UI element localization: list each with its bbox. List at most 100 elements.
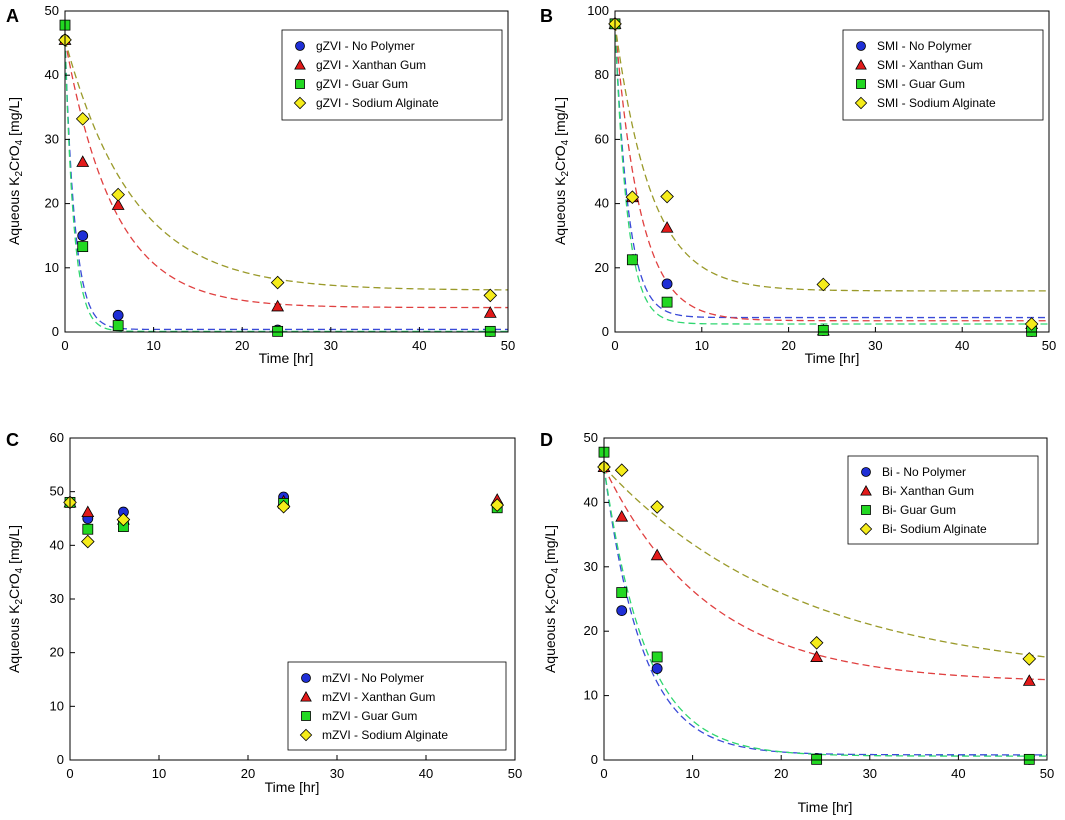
data-point-xanthan bbox=[111, 198, 125, 210]
legend-marker-no-polymer bbox=[301, 673, 311, 683]
x-tick-label: 50 bbox=[508, 766, 522, 781]
data-point-xanthan bbox=[76, 155, 90, 167]
x-tick-label: 20 bbox=[774, 766, 788, 781]
legend-marker-alginate bbox=[854, 96, 868, 110]
ylabel-subscript-4: 4 bbox=[14, 567, 25, 573]
legend-marker-alginate bbox=[293, 96, 307, 110]
y-tick-label: 60 bbox=[595, 131, 609, 146]
panel-b-plot-frame bbox=[614, 10, 1050, 333]
panel-d-letter: D bbox=[540, 430, 553, 450]
y-tick-label: 10 bbox=[50, 698, 64, 713]
x-tick-label: 0 bbox=[611, 338, 618, 353]
panel-b-y-axis-title: Aqueous K2CrO4 [mg/L] bbox=[552, 97, 571, 245]
data-point-guar bbox=[661, 296, 673, 308]
panel-c-x-axis-title: Time [hr] bbox=[265, 779, 320, 795]
fit-line-guar bbox=[64, 39, 508, 333]
legend-entry: gZVI - Xanthan Gum bbox=[316, 58, 426, 72]
legend-entry: SMI - Xanthan Gum bbox=[877, 58, 983, 72]
y-tick-label: 100 bbox=[587, 3, 609, 18]
ylabel-prefix: Aqueous K bbox=[552, 176, 568, 245]
legend-entry: SMI - Guar Gum bbox=[877, 77, 965, 91]
y-tick-label: 20 bbox=[45, 196, 59, 211]
y-tick-label: 50 bbox=[584, 430, 598, 445]
x-tick-label: 0 bbox=[66, 766, 73, 781]
panel-b: B 0 10 20 30 40 50 0 20 40 60 80 100 Time [hr] Aqu… bbox=[540, 3, 1056, 366]
panel-b-letter: B bbox=[540, 6, 553, 26]
x-tick-label: 10 bbox=[695, 338, 709, 353]
fit-line-alginate bbox=[603, 466, 1048, 658]
data-point-guar bbox=[651, 651, 663, 663]
ylabel-suffix: [mg/L] bbox=[542, 525, 558, 568]
legend-marker-no-polymer bbox=[861, 467, 871, 477]
legend-entry: Bi- Sodium Alginate bbox=[882, 522, 987, 536]
legend-marker-guar bbox=[301, 711, 311, 721]
x-tick-label: 30 bbox=[330, 766, 344, 781]
fit-line-xanthan bbox=[64, 39, 508, 309]
panel-d-y-axis-title: Aqueous K2CrO4 [mg/L] bbox=[542, 525, 561, 673]
panel-a-legend: gZVI - No Polymer gZVI - Xanthan Gum gZVI … bbox=[281, 29, 503, 121]
data-point-xanthan bbox=[650, 548, 664, 561]
legend-box bbox=[842, 29, 1044, 121]
legend-entry: mZVI - Sodium Alginate bbox=[322, 728, 448, 742]
data-point-alginate bbox=[660, 189, 674, 204]
y-tick-label: 0 bbox=[57, 752, 64, 767]
fit-line-no-polymer bbox=[614, 23, 1049, 319]
ylabel-subscript-4: 4 bbox=[560, 139, 571, 145]
ylabel-subscript-4: 4 bbox=[550, 567, 561, 573]
panel-a-y-axis-title: Aqueous K2CrO4 [mg/L] bbox=[6, 97, 25, 245]
panel-d-y-ticks: 0 10 20 30 40 50 bbox=[584, 430, 609, 767]
ylabel-prefix: Aqueous K bbox=[542, 604, 558, 673]
ylabel-subscript-2: 2 bbox=[14, 599, 25, 605]
legend-marker-no-polymer bbox=[295, 41, 305, 51]
legend-entry: mZVI - Xanthan Gum bbox=[322, 690, 435, 704]
panel-a-x-axis-title: Time [hr] bbox=[259, 350, 314, 366]
data-point-alginate bbox=[75, 112, 90, 126]
data-point-guar bbox=[77, 241, 89, 253]
ylabel-suffix: [mg/L] bbox=[552, 97, 568, 140]
x-tick-label: 20 bbox=[781, 338, 795, 353]
fit-line-alginate bbox=[64, 39, 509, 291]
data-point-xanthan bbox=[1022, 674, 1036, 686]
y-tick-label: 20 bbox=[584, 623, 598, 638]
panel-d-x-axis-title: Time [hr] bbox=[798, 799, 853, 815]
data-point-no-polymer bbox=[616, 605, 628, 616]
x-tick-label: 40 bbox=[951, 766, 965, 781]
fit-line-no-polymer bbox=[64, 39, 508, 331]
x-tick-label: 40 bbox=[412, 338, 426, 353]
legend-marker-xanthan bbox=[860, 485, 872, 496]
data-point-no-polymer bbox=[77, 230, 89, 242]
y-tick-label: 40 bbox=[584, 494, 598, 509]
fit-line-guar bbox=[603, 466, 1047, 757]
legend-entry: Bi - No Polymer bbox=[882, 465, 966, 479]
legend-marker-guar bbox=[856, 79, 866, 89]
legend-entry: gZVI - Sodium Alginate bbox=[316, 96, 439, 110]
legend-entry: Bi- Xanthan Gum bbox=[882, 484, 974, 498]
legend-box bbox=[287, 661, 507, 751]
data-point-alginate bbox=[276, 499, 291, 514]
data-point-guar bbox=[626, 254, 638, 266]
x-tick-label: 50 bbox=[1040, 766, 1054, 781]
data-point-guar bbox=[112, 320, 124, 331]
x-tick-label: 30 bbox=[868, 338, 882, 353]
x-tick-label: 0 bbox=[600, 766, 607, 781]
legend-entry: gZVI - No Polymer bbox=[316, 39, 415, 53]
ylabel-suffix: [mg/L] bbox=[6, 525, 22, 568]
y-tick-label: 0 bbox=[52, 324, 59, 339]
data-point-xanthan bbox=[483, 306, 497, 318]
y-tick-label: 40 bbox=[50, 537, 64, 552]
data-point-alginate bbox=[483, 288, 498, 303]
y-tick-label: 40 bbox=[45, 67, 59, 82]
legend-marker-guar bbox=[295, 79, 305, 89]
ylabel-subscript-2: 2 bbox=[14, 171, 25, 177]
legend-marker-xanthan bbox=[294, 59, 306, 70]
y-tick-label: 0 bbox=[602, 324, 609, 339]
ylabel-subscript-2: 2 bbox=[560, 171, 571, 177]
legend-marker-alginate bbox=[859, 522, 873, 536]
data-point-alginate bbox=[809, 635, 824, 650]
panel-a-letter: A bbox=[6, 6, 19, 26]
x-tick-label: 40 bbox=[419, 766, 433, 781]
legend-entry: mZVI - No Polymer bbox=[322, 671, 424, 685]
data-point-no-polymer bbox=[651, 663, 663, 674]
legend-marker-xanthan bbox=[855, 59, 867, 70]
panel-c-y-ticks: 0 10 20 30 40 50 60 bbox=[50, 430, 75, 767]
